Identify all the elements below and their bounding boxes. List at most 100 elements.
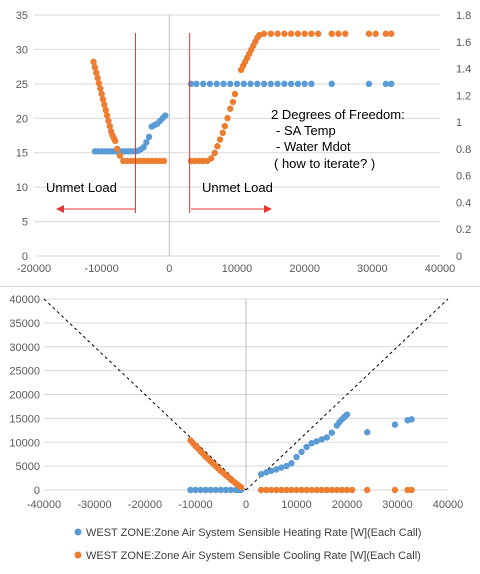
top-right-axis-labels: 0 0.2 0.4 0.6 0.8 1 1.2 1.4 1.6 1.8 xyxy=(456,10,471,263)
bottom-point-heating xyxy=(263,469,270,476)
bottom-point-heating xyxy=(303,443,310,451)
bottom-point-cooling xyxy=(298,486,305,494)
bottom-y-tick-label: 0 xyxy=(34,485,40,497)
legend-cooling-label: WEST ZONE:Zone Air System Sensible Cooli… xyxy=(86,550,421,562)
bottom-point-heating xyxy=(217,486,224,494)
top-point-water-mdot xyxy=(102,106,109,114)
bottom-point-heating xyxy=(192,486,199,494)
top-point-sa-temp xyxy=(206,80,214,88)
bottom-point-cooling xyxy=(303,486,310,494)
top-point-water-mdot xyxy=(274,30,281,37)
top-y-tick-label: 20 xyxy=(16,113,28,125)
bottom-chart: 0 5000 10000 15000 20000 25000 30000 35000 40000… xyxy=(9,294,463,562)
bottom-x-tick-label: -20000 xyxy=(128,499,162,511)
top-point-water-mdot xyxy=(94,74,101,82)
top-x-tick-label: 0 xyxy=(166,263,172,275)
bottom-point-cooling xyxy=(293,486,300,494)
top-point-sa-temp xyxy=(287,80,295,88)
top-point-sa-temp xyxy=(145,133,153,141)
bottom-point-cooling xyxy=(237,483,245,491)
bottom-legend: WEST ZONE:Zone Air System Sensible Heati… xyxy=(74,527,421,562)
bottom-point-heating xyxy=(202,486,209,494)
top-x-tick-label: 10000 xyxy=(222,263,253,275)
top-point-water-mdot xyxy=(315,30,322,37)
top-y-tick-label: 10 xyxy=(16,182,28,194)
top-point-sa-temp xyxy=(254,80,261,88)
bottom-x-tick-label: 20000 xyxy=(332,499,363,511)
bottom-point-heating xyxy=(391,421,399,428)
top-point-water-mdot xyxy=(103,112,111,119)
bottom-point-cooling xyxy=(333,486,341,494)
top-y2-tick-label: 0.4 xyxy=(456,197,471,209)
bottom-point-cooling xyxy=(288,486,295,494)
bottom-point-heating xyxy=(268,467,275,475)
top-point-water-mdot xyxy=(328,30,335,37)
bottom-point-cooling xyxy=(273,486,280,494)
bottom-x-tick-label: 10000 xyxy=(281,499,312,511)
top-point-sa-temp xyxy=(301,80,308,88)
bottom-x-tick-label: 40000 xyxy=(433,499,464,511)
bottom-point-heating xyxy=(293,453,300,461)
bottom-point-heating xyxy=(273,466,280,473)
top-point-water-mdot xyxy=(214,143,221,150)
freedom-iterate: ( how to iterate? ) xyxy=(274,156,375,171)
top-point-water-mdot xyxy=(116,152,124,159)
bottom-gridlines xyxy=(44,298,448,491)
top-point-water-mdot xyxy=(95,80,103,87)
top-point-sa-temp xyxy=(227,80,234,88)
bottom-x-tick-label: -30000 xyxy=(77,499,111,511)
bottom-point-heating xyxy=(212,486,219,494)
freedom-title: 2 Degrees of Freedom: xyxy=(271,107,405,122)
top-point-sa-temp xyxy=(281,80,288,88)
bottom-y-tick-label: 10000 xyxy=(9,437,40,449)
legend-heating-label: WEST ZONE:Zone Air System Sensible Heati… xyxy=(86,527,421,539)
top-point-water-mdot xyxy=(229,98,237,106)
bottom-y-tick-label: 35000 xyxy=(9,318,40,330)
top-point-sa-temp xyxy=(220,80,227,88)
top-x-tick-label: -10000 xyxy=(85,263,119,275)
top-point-sa-temp xyxy=(162,112,169,119)
top-y2-tick-label: 0.2 xyxy=(456,224,471,236)
top-annotations: Unmet Load Unmet Load 2 Degrees of Freed… xyxy=(46,33,405,213)
top-point-water-mdot xyxy=(221,122,229,130)
top-chart-panel: 0 5 10 15 20 25 30 35 0 0.2 0.4 0.6 0.8 1 1.2 1.4 1.6 1.… xyxy=(0,0,480,284)
top-point-water-mdot xyxy=(208,155,215,162)
top-point-water-mdot xyxy=(372,30,379,37)
freedom-sa-temp: - SA Temp xyxy=(276,123,336,138)
bottom-y-tick-label: 20000 xyxy=(9,390,40,402)
top-point-sa-temp xyxy=(233,80,241,88)
top-point-sa-temp xyxy=(213,80,220,88)
unmet-left-arrowhead xyxy=(56,205,64,213)
top-point-water-mdot xyxy=(267,30,275,37)
top-y-tick-label: 15 xyxy=(16,148,28,160)
reference-line-negative xyxy=(43,298,247,491)
bottom-point-heating xyxy=(207,486,214,494)
bottom-x-tick-label: 0 xyxy=(243,499,249,511)
top-point-water-mdot xyxy=(281,30,288,37)
top-point-water-mdot xyxy=(160,157,168,165)
legend-heating-marker xyxy=(74,528,82,536)
top-gridlines xyxy=(34,14,440,257)
top-point-sa-temp xyxy=(143,139,150,146)
bottom-point-heating xyxy=(343,411,351,418)
top-point-water-mdot xyxy=(99,96,107,103)
top-point-water-mdot xyxy=(308,30,315,37)
bottom-data-points xyxy=(187,411,415,494)
bottom-point-heating xyxy=(257,471,265,478)
bottom-x-tick-label: 30000 xyxy=(382,499,413,511)
bottom-point-heating xyxy=(288,460,295,467)
top-point-sa-temp xyxy=(267,80,275,88)
top-point-sa-temp xyxy=(193,80,200,88)
bottom-x-axis-labels: -40000 -30000 -20000 -10000 0 10000 20000 30000… xyxy=(27,499,463,511)
top-point-water-mdot xyxy=(342,30,349,37)
top-y2-tick-label: 0.6 xyxy=(456,171,471,183)
top-y2-tick-label: 1.6 xyxy=(456,37,471,49)
top-point-water-mdot xyxy=(216,136,224,143)
top-y-tick-label: 25 xyxy=(16,79,28,91)
bottom-x-tick-label: -40000 xyxy=(27,499,61,511)
top-point-water-mdot xyxy=(382,30,390,37)
bottom-point-cooling xyxy=(328,486,336,494)
top-point-water-mdot xyxy=(106,122,113,130)
bottom-point-heating xyxy=(408,416,415,423)
bottom-point-heating xyxy=(298,448,305,455)
